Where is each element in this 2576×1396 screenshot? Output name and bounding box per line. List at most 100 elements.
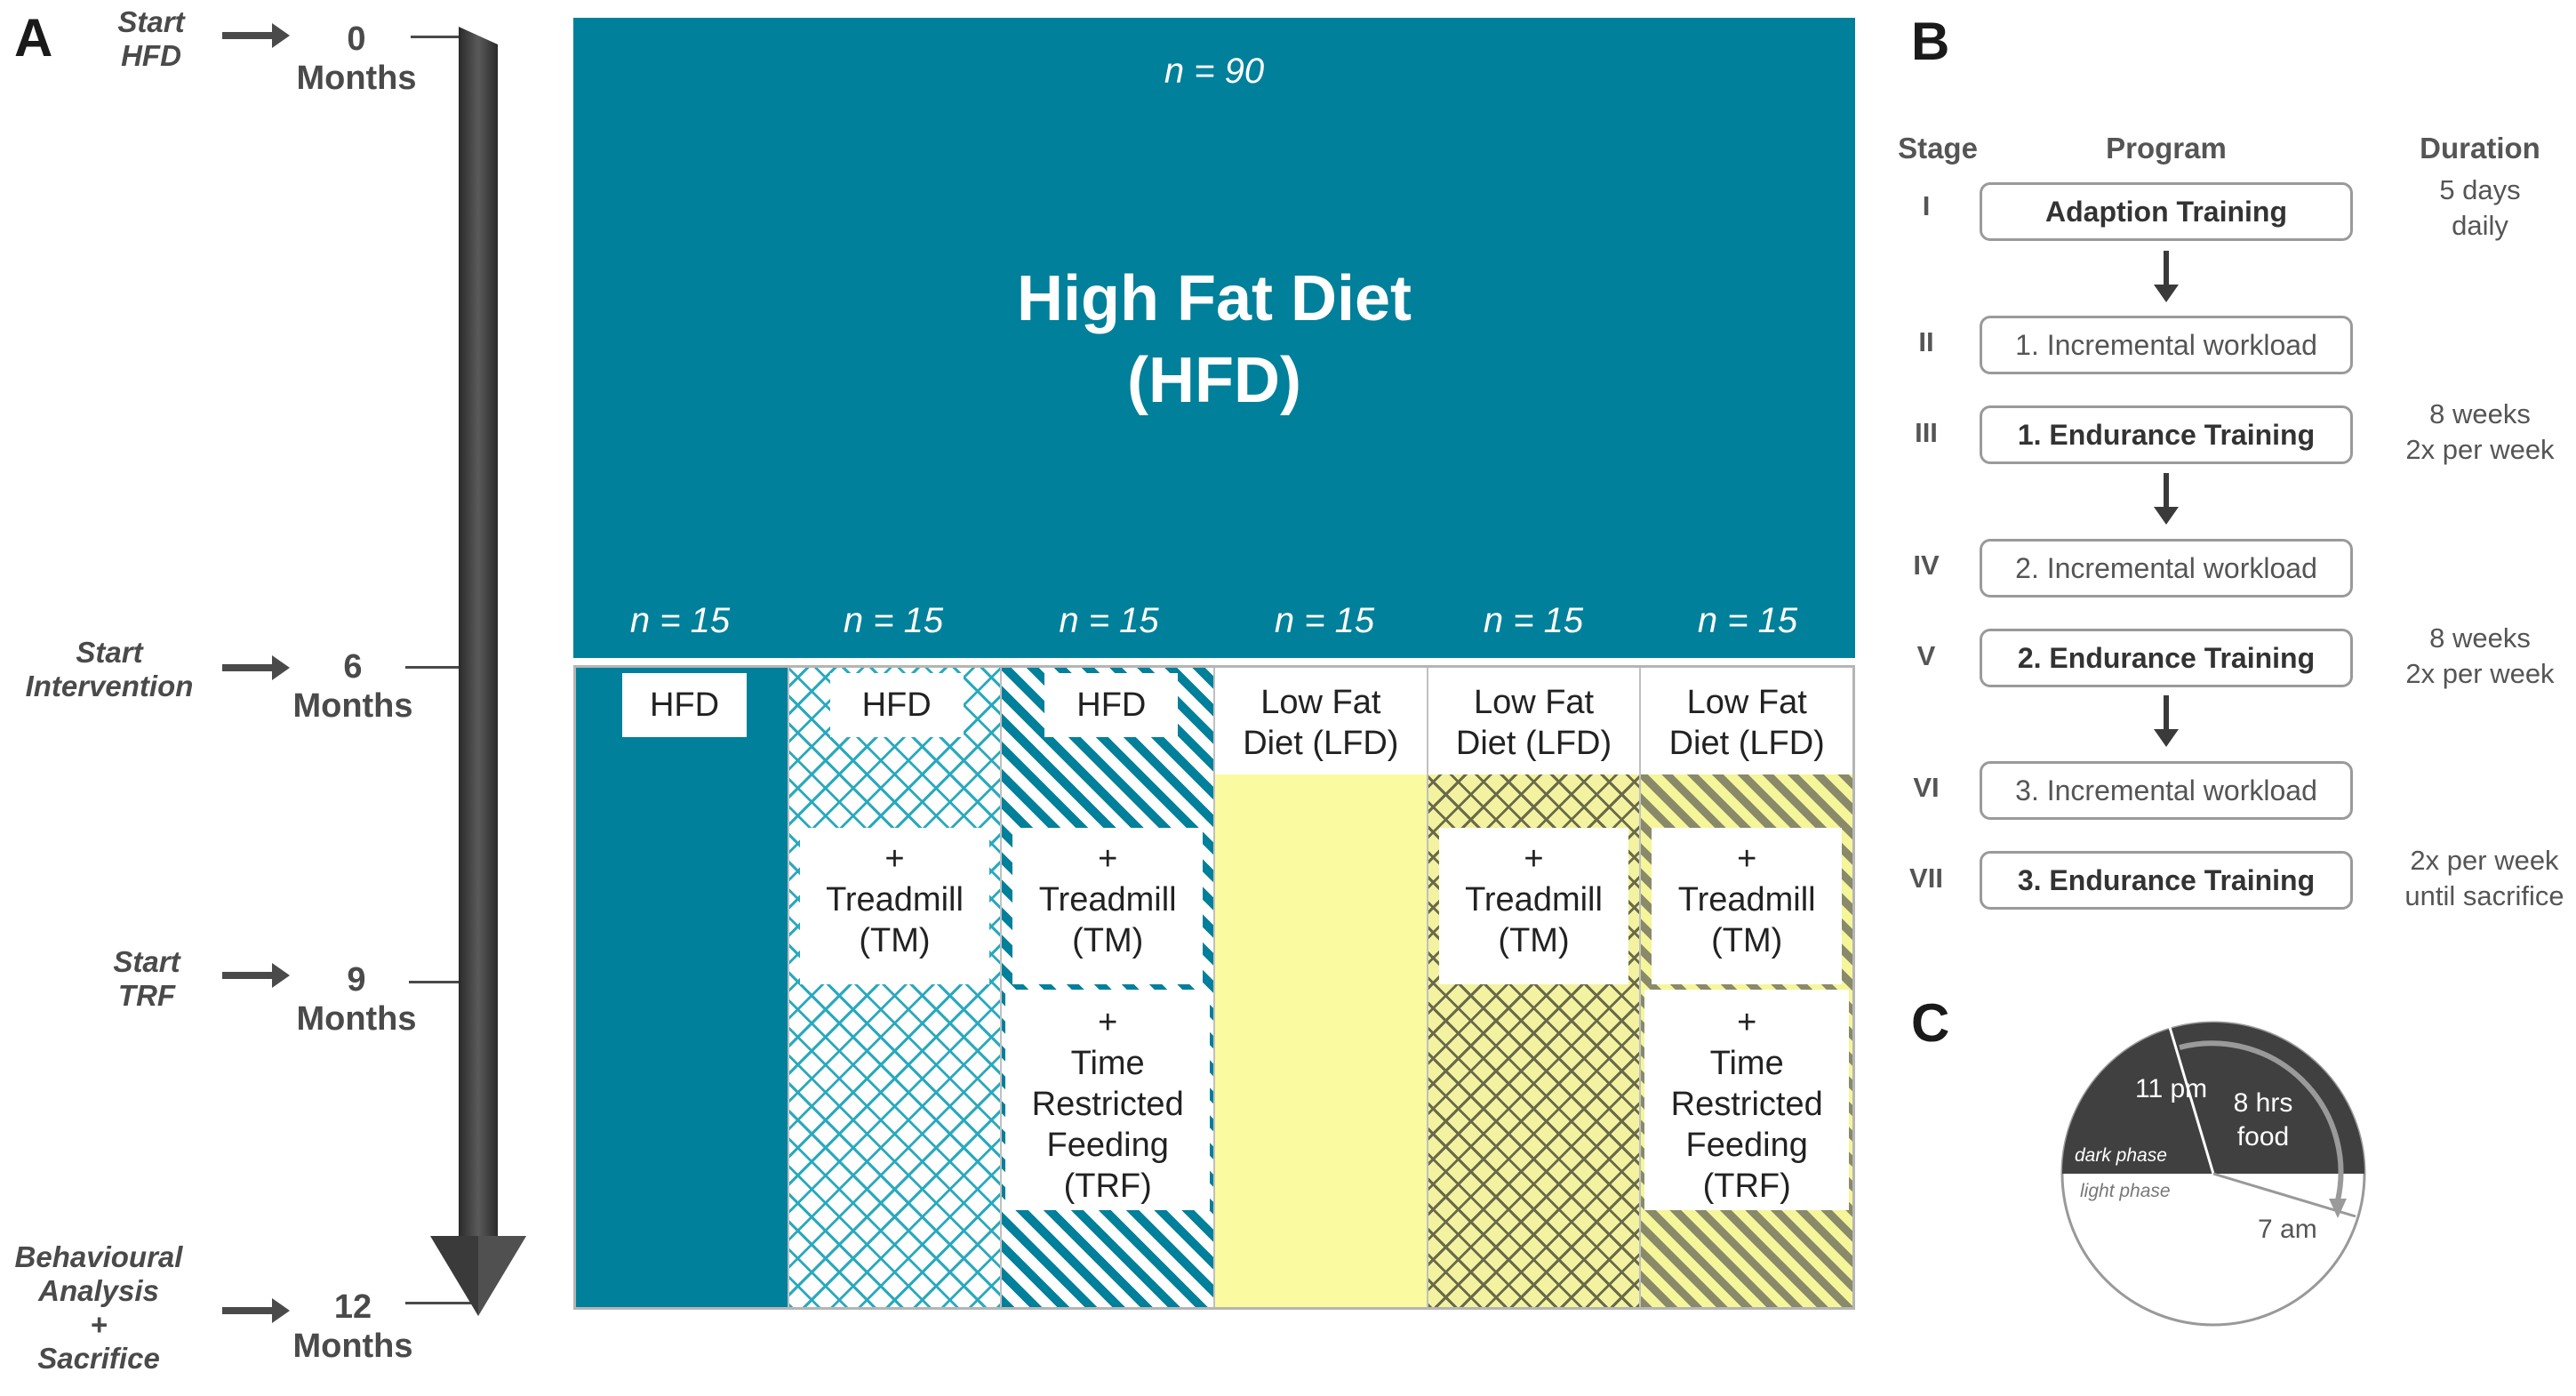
event-start-trf: Start TRF — [89, 945, 204, 1013]
event-line: Start — [117, 5, 185, 38]
group-n-label: n = 15 — [1483, 601, 1584, 640]
month-value: 6 — [343, 648, 363, 686]
timeline-tick — [405, 666, 473, 669]
header-program: Program — [2106, 132, 2227, 164]
label-line: + — [884, 840, 905, 878]
food-line2: food — [2237, 1122, 2289, 1151]
group-lfd-tm-trf: Low Fat Diet (LFD) + Treadmill (TM) + Ti… — [1641, 668, 1853, 1307]
timeline-tick — [409, 981, 473, 983]
arrow-down-icon — [2154, 695, 2179, 747]
group-lfd-tm: Low Fat Diet (LFD) + Treadmill (TM) — [1428, 668, 1642, 1307]
label-line: Low Fat — [1473, 684, 1595, 721]
duration-line: 8 weeks — [2429, 398, 2531, 429]
group-n-label: n = 15 — [629, 601, 731, 640]
month-value: 12 — [333, 1288, 372, 1326]
event-start-hfd: Start HFD — [89, 5, 213, 73]
label-line: (TM) — [1498, 922, 1570, 959]
group-n-label: n = 15 — [843, 601, 944, 640]
label-line: Restricted — [1031, 1086, 1184, 1123]
program-box: 3. Endurance Training — [1980, 851, 2353, 910]
label-line: (TM) — [1072, 922, 1144, 959]
month-unit: Months — [292, 1328, 413, 1365]
timeline-tick — [411, 36, 473, 38]
group-n-label: n = 15 — [1697, 601, 1798, 640]
stage-numeral: VI — [1913, 772, 1940, 803]
event-line: + — [90, 1308, 108, 1341]
event-sacrifice: Behavioural Analysis + Sacrifice — [5, 1240, 192, 1376]
label-line: + — [1737, 1004, 1757, 1041]
month-label: 6 Months — [277, 647, 428, 726]
label-line: Diet (LFD) — [1243, 725, 1399, 762]
month-label: 12 Months — [277, 1288, 428, 1366]
label-line: Treadmill — [1677, 881, 1816, 919]
duration-text: 8 weeks 2x per week — [2382, 397, 2576, 468]
label-line: Diet (LFD) — [1455, 725, 1612, 762]
duration-line: 8 weeks — [2429, 622, 2531, 654]
label-line: Restricted — [1670, 1086, 1823, 1123]
duration-line: daily — [2452, 210, 2508, 241]
program-box: 1. Incremental workload — [1980, 316, 2353, 374]
diet-label: Low Fat Diet (LFD) — [1428, 682, 1640, 767]
group-lfd: Low Fat Diet (LFD) — [1215, 668, 1428, 1307]
stage-numeral: III — [1915, 417, 1938, 448]
duration-text: 8 weeks 2x per week — [2382, 621, 2576, 692]
event-line: Start — [76, 636, 143, 669]
label-line: + — [1737, 840, 1757, 878]
group-hfd-tm: HFD + Treadmill (TM) — [788, 668, 1003, 1307]
event-line: Sacrifice — [37, 1342, 160, 1375]
arrow-right-icon — [222, 23, 290, 48]
panel-c-label: C — [1911, 993, 1950, 1053]
month-unit: Months — [292, 687, 413, 725]
diet-label: HFD — [1044, 673, 1179, 737]
event-line: Intervention — [25, 670, 194, 702]
total-n-label: n = 90 — [1164, 52, 1265, 91]
hfd-title: High Fat Diet (HFD) — [573, 258, 1855, 421]
event-line: Analysis — [38, 1274, 159, 1307]
diet-label-bg — [1428, 668, 1640, 774]
diet-label: Low Fat Diet (LFD) — [1215, 682, 1427, 767]
group-columns: HFD HFD + Treadmill (TM) HFD + Treadmill… — [573, 665, 1855, 1310]
end-time: 7 am — [2258, 1215, 2317, 1244]
program-box: 2. Incremental workload — [1980, 539, 2353, 598]
arrow-right-icon — [222, 963, 290, 988]
stage-numeral: VII — [1909, 862, 1943, 894]
duration-text: 5 days daily — [2382, 172, 2576, 244]
month-label: 0 Months — [281, 20, 432, 98]
program-box: 1. Endurance Training — [1980, 405, 2353, 464]
header-duration: Duration — [2420, 132, 2540, 164]
label-line: Time — [1070, 1045, 1145, 1082]
program-box: 2. Endurance Training — [1980, 629, 2353, 687]
label-line: (TRF) — [1702, 1167, 1791, 1205]
group-n-label: n = 15 — [1059, 601, 1159, 640]
light-phase-label: light phase — [2080, 1181, 2171, 1201]
trf-label: + Time Restricted Feeding (TRF) — [1005, 990, 1211, 1210]
treadmill-label: + Treadmill (TM) — [1012, 828, 1204, 984]
group-n-label: n = 15 — [1274, 601, 1375, 640]
label-line: (TM) — [859, 922, 931, 959]
event-line: Start — [113, 945, 180, 978]
arrow-right-icon — [222, 1298, 290, 1323]
month-unit: Months — [296, 60, 417, 97]
group-hfd-tm-trf: HFD + Treadmill (TM) + Time Restricted F… — [1002, 668, 1216, 1307]
diet-label: HFD — [622, 673, 747, 737]
label-line: Treadmill — [1038, 881, 1177, 919]
duration-line: 2x per week — [2405, 434, 2555, 465]
treadmill-label: + Treadmill (TM) — [1438, 828, 1629, 984]
duration-line: 5 days — [2439, 174, 2521, 205]
event-line: Behavioural — [14, 1240, 183, 1273]
feeding-clock: 11 pm 8 hrs food dark phase light phase … — [2060, 1021, 2366, 1327]
month-unit: Months — [296, 1000, 417, 1038]
program-box: Adaption Training — [1980, 182, 2353, 241]
label-line: + — [1524, 840, 1544, 878]
diet-label-bg — [1641, 668, 1853, 774]
header-stage: Stage — [1898, 132, 1978, 164]
hfd-block: n = 90 High Fat Diet (HFD) n = 15 n = 15… — [573, 18, 1855, 658]
start-time: 11 pm — [2135, 1074, 2207, 1103]
diet-label-bg — [1215, 668, 1427, 774]
label-line: (TRF) — [1063, 1167, 1152, 1205]
duration-line: 2x per week — [2410, 845, 2559, 876]
duration-line: 2x per week — [2405, 658, 2555, 689]
diet-label: HFD — [829, 673, 964, 737]
treadmill-label: + Treadmill (TM) — [1652, 828, 1843, 984]
month-value: 9 — [347, 961, 366, 999]
